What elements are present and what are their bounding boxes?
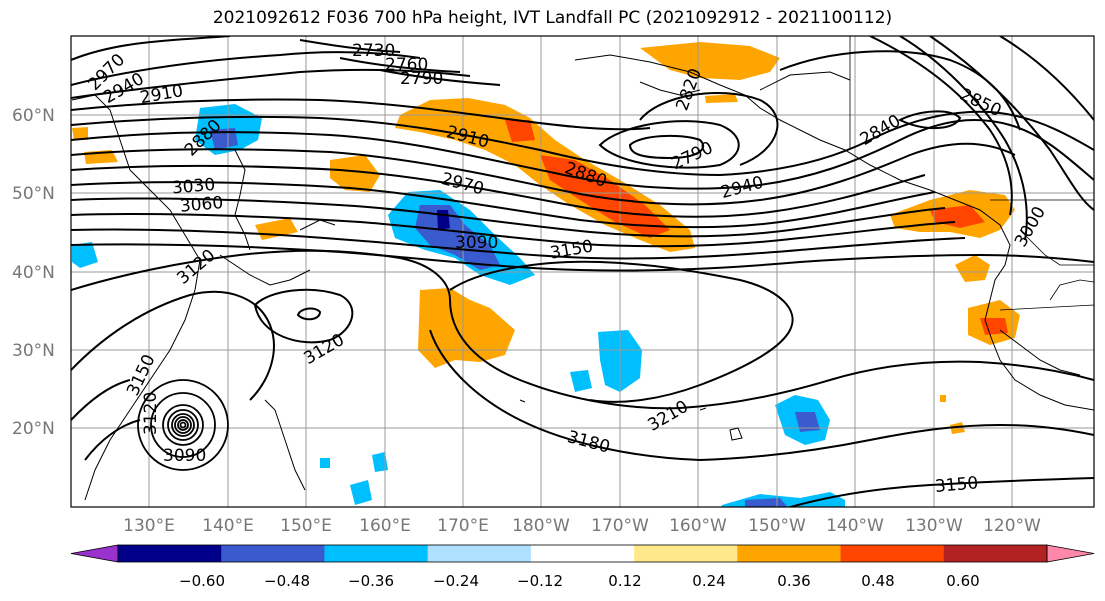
contour-label: 3030 [171, 175, 216, 199]
longitude-labels: 130°E 140°E 150°E 160°E 170°E 180°W 170°… [123, 516, 1041, 536]
lon-label: 150°W [748, 516, 806, 536]
colorbar-segment [737, 545, 842, 562]
lon-label: 140°E [202, 516, 254, 536]
colorbar-tick-label: −0.60 [179, 572, 225, 590]
colorbar-segment [530, 545, 635, 562]
colorbar-tick-label: 0.60 [946, 572, 979, 590]
lon-label: 170°W [591, 516, 649, 536]
colorbar-segment [324, 545, 429, 562]
contour-label: 2730 [352, 41, 395, 61]
contour-label: 3150 [934, 473, 979, 497]
colorbar-tick-labels: −0.60 −0.48 −0.36 −0.24 −0.12 0.12 0.24 … [179, 572, 980, 590]
lon-label: 150°E [280, 516, 332, 536]
colorbar-tick-label: −0.36 [348, 572, 394, 590]
map-title: 2021092612 F036 700 hPa height, IVT Land… [212, 8, 893, 28]
colorbar-arrow-high [1046, 544, 1095, 563]
contour-label: 3090 [163, 446, 206, 466]
boundaries [849, 36, 1094, 311]
colorbar-segment [634, 545, 738, 562]
lon-label: 120°W [983, 516, 1041, 536]
colorbar-segment [943, 545, 1048, 562]
lat-label: 60°N [12, 106, 55, 126]
lon-label: 160°W [669, 516, 727, 536]
latitude-labels: 60°N 50°N 40°N 30°N 20°N [12, 106, 55, 439]
colorbar-tick-label: −0.48 [264, 572, 310, 590]
colorbar [70, 544, 1095, 563]
contour-label: 3090 [455, 233, 498, 253]
lon-label: 130°E [123, 516, 175, 536]
lat-label: 30°N [12, 341, 55, 361]
lon-label: 140°W [826, 516, 884, 536]
lon-label: 130°W [905, 516, 963, 536]
lat-label: 20°N [12, 419, 55, 439]
colorbar-tick-label: 0.48 [861, 572, 894, 590]
colorbar-tick-label: 0.36 [777, 572, 810, 590]
lat-label: 50°N [12, 184, 55, 204]
contour-label: 2760 [385, 55, 428, 75]
typhoon-contours [137, 379, 229, 471]
lat-label: 40°N [12, 263, 55, 283]
colorbar-segment [427, 545, 532, 562]
lon-label: 180°W [512, 516, 570, 536]
colorbar-tick-label: 0.12 [608, 572, 641, 590]
colorbar-tick-label: 0.24 [692, 572, 725, 590]
lon-label: 160°E [359, 516, 411, 536]
colorbar-arrow-low [70, 544, 119, 563]
contour-label: 3060 [179, 193, 224, 217]
colorbar-frame [117, 544, 1048, 563]
map-frame [70, 35, 1095, 508]
colorbar-segment [840, 545, 945, 562]
height-contours [71, 36, 1094, 507]
contour-label: 2790 [400, 69, 443, 89]
lon-label: 170°E [437, 516, 489, 536]
contour-label: 3120 [141, 392, 161, 435]
colorbar-segment [118, 545, 222, 562]
colorbar-segment [221, 545, 325, 562]
colorbar-tick-label: −0.24 [433, 572, 479, 590]
colorbar-tick-label: −0.12 [517, 572, 563, 590]
